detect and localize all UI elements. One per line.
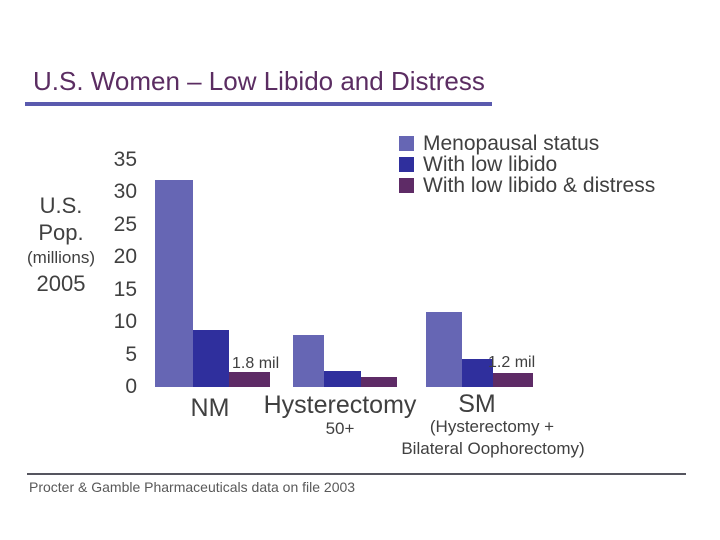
y-axis-title-line: Pop. <box>38 220 84 245</box>
legend-swatch-icon <box>399 157 414 172</box>
legend-swatch-icon <box>399 178 414 193</box>
bar-sm-series1 <box>462 359 493 387</box>
bar-sm-series2 <box>493 373 533 387</box>
legend-item-1: With low libido <box>399 154 655 175</box>
bar-annotation-1-2-mil: 1.2 mil <box>488 354 536 371</box>
category-sublabel-sm-line2: Bilateral Oophorectomy) <box>401 439 585 458</box>
y-tick-15: 15 <box>113 277 137 301</box>
bar-nm-series0 <box>155 180 193 387</box>
category-sublabel-sm-line1: (Hysterectomy + <box>429 417 555 436</box>
y-tick-35: 35 <box>113 147 137 171</box>
legend-swatch-icon <box>399 136 414 151</box>
bar-sm-series0 <box>426 311 462 387</box>
y-tick-10: 10 <box>113 310 137 333</box>
y-axis-title-line: (millions) <box>27 248 95 267</box>
footer-divider <box>27 473 686 475</box>
y-tick-25: 25 <box>113 212 137 236</box>
y-axis-title-line: U.S. <box>39 193 83 218</box>
bar-nm-series2 <box>229 372 270 387</box>
y-tick-20: 20 <box>113 245 137 268</box>
legend-label: With low libido <box>423 153 558 176</box>
bar-annotation-1-8-mil: 1.8 mil <box>232 355 280 372</box>
y-tick-30: 30 <box>113 180 137 203</box>
category-label-hysterectomy: Hysterectomy <box>263 391 417 419</box>
chart-legend: Menopausal status With low libido With low… <box>399 133 655 196</box>
legend-label: With low libido & distress <box>423 174 656 197</box>
y-axis-title-line: 2005 <box>36 271 86 296</box>
title-underline <box>25 102 492 106</box>
category-label-sm: SM <box>458 390 496 418</box>
bar-hysterectomy-series1 <box>324 370 361 387</box>
category-sublabel-50plus: 50+ <box>325 419 355 438</box>
y-tick-0: 0 <box>125 375 137 398</box>
y-tick-5: 5 <box>125 342 137 366</box>
legend-item-2: With low libido & distress <box>399 175 655 196</box>
y-axis-title: U.S. Pop. (millions) 2005 <box>11 192 111 297</box>
slide-title: U.S. Women – Low Libido and Distress <box>33 66 485 96</box>
bar-hysterectomy-series2 <box>361 376 397 387</box>
bar-nm-series1 <box>193 329 229 387</box>
bar-hysterectomy-series0 <box>293 335 324 387</box>
legend-item-0: Menopausal status <box>399 133 655 154</box>
legend-label: Menopausal status <box>423 132 600 155</box>
y-axis-ticks: 35 30 25 20 15 10 5 0 <box>85 0 137 540</box>
category-label-nm: NM <box>190 394 230 422</box>
footer-source-text: Procter & Gamble Pharmaceuticals data on… <box>29 479 356 495</box>
